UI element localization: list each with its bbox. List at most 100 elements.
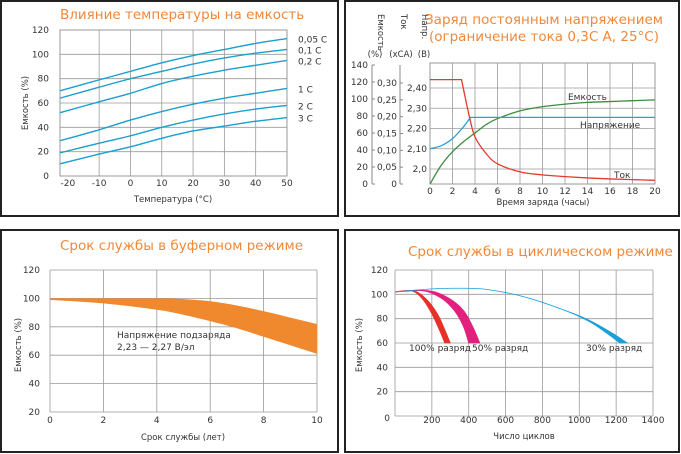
chart1-xtick: 30: [219, 179, 231, 189]
capacity-axis-tick: 60: [357, 129, 369, 139]
chart3-xlabel: Срок службы (лет): [141, 433, 225, 443]
chart2-xtick: 6: [495, 187, 501, 197]
chart4-band: [394, 289, 451, 344]
chart2-xtick: 16: [604, 187, 616, 197]
chart1-ylabel: Емкость (%): [21, 76, 31, 130]
chart2-xtick: 10: [537, 187, 549, 197]
chart2-xtick: 14: [582, 187, 594, 197]
chart1-ytick: 120: [32, 26, 49, 36]
capacity-axis-tick: 0: [362, 180, 368, 190]
current-axis-tick: 0,05: [377, 163, 397, 173]
current-axis-tick: 0,30: [377, 79, 397, 89]
chart1-series-line: [59, 104, 288, 154]
chart3-ytick: 120: [23, 266, 40, 276]
chart2-series-line: [430, 78, 656, 181]
chart2-xtick: 20: [649, 187, 661, 197]
panel-temperature: [0, 0, 339, 217]
current-axis-tick: 0,20: [377, 113, 397, 123]
chart1-ytick: 20: [38, 148, 50, 158]
chart3-ytick: 60: [29, 351, 41, 361]
chart3-annotation-line2: 2,23 — 2,27 В/эл: [117, 343, 195, 353]
current-axis-tick: 0,25: [377, 96, 397, 106]
chart1-xtick: 10: [156, 179, 168, 189]
chart4-xtick: 800: [534, 416, 551, 426]
voltage-axis-tick: 2,10: [407, 145, 427, 155]
capacity-axis-tick: 140: [351, 61, 368, 71]
chart4-ytick: 100: [371, 290, 388, 300]
voltage-axis-tick: 2,30: [407, 104, 427, 114]
chart4-xtick: 1000: [568, 416, 591, 426]
chart2-xtick: 2: [450, 187, 456, 197]
current-axis-tick: 0: [391, 180, 397, 190]
chart2-title-line1: Заряд постоянным напряжением: [425, 12, 663, 28]
chart4-origin-tick: 0: [384, 414, 390, 424]
chart2-xtick: 12: [559, 187, 570, 197]
current-axis-tick: 0,15: [377, 130, 397, 140]
chart1-series-label: 0,1 C: [298, 46, 321, 56]
chart4-xtick: 400: [460, 416, 477, 426]
chart1-series-label: 3 C: [298, 115, 313, 125]
capacity-axis-tick: 120: [351, 78, 368, 88]
axis-current-unit: (хСА): [389, 50, 412, 60]
chart3-xtick: 2: [101, 416, 107, 426]
chart3-ytick: 20: [29, 408, 41, 418]
voltage-axis-tick: 2,40: [407, 84, 427, 94]
voltage-axis-tick: 2,20: [407, 125, 427, 135]
chart1-series-line: [59, 87, 288, 142]
chart2-xtick: 4: [472, 187, 478, 197]
label-30-discharge: 30% разряд: [586, 344, 642, 354]
chart3-xtick: 8: [261, 416, 267, 426]
axis-voltage-label: Напр.: [419, 14, 429, 39]
chart2-title-line2: (ограничение тока 0,3С А, 25°С): [429, 29, 659, 45]
chart4-ylabel: Емкость (%): [355, 318, 365, 372]
chart3-annotation-line1: Напряжение подзаряда: [117, 331, 231, 341]
chart1-ytick: 80: [38, 75, 50, 85]
axis-capacity-unit: (%): [368, 50, 383, 60]
chart1-xtick: 0: [128, 179, 134, 189]
chart1-xlabel: Температура (°C): [133, 195, 212, 205]
chart1-series-line: [59, 59, 288, 114]
chart4-xtick: 200: [423, 416, 440, 426]
label-50-discharge: 50% разряд: [472, 344, 528, 354]
chart4-ytick: 40: [377, 363, 389, 373]
axis-voltage-unit: (В): [418, 50, 430, 60]
chart3-title: Срок службы в буферном режиме: [60, 238, 303, 254]
chart1-series-label: 0,05 C: [298, 36, 327, 46]
chart3-ylabel: Емкость (%): [14, 318, 24, 372]
chart4-xlabel: Число циклов: [493, 432, 554, 442]
chart1-series-line: [59, 37, 288, 92]
chart3-ytick: 100: [23, 294, 40, 304]
chart1-ytick: 100: [32, 50, 49, 60]
chart3-xtick: 4: [154, 416, 160, 426]
chart1-xtick: -20: [60, 179, 75, 189]
chart4-band: [394, 287, 629, 344]
chart4-xtick: 1200: [605, 416, 628, 426]
chart3-band: [50, 298, 317, 354]
axis-current-label: Ток: [398, 13, 408, 30]
capacity-axis-tick: 40: [357, 146, 369, 156]
chart1-ytick: 0: [43, 172, 49, 182]
chart2-xtick: 0: [427, 187, 433, 197]
label-current: Ток: [613, 171, 631, 181]
chart3-xtick: 0: [47, 416, 53, 426]
chart2-series-line: [429, 99, 656, 185]
chart1-xtick: 50: [281, 179, 293, 189]
chart2-series-line: [429, 116, 655, 150]
voltage-axis-tick: 2,0: [413, 165, 428, 175]
chart1-title: Влияние температуры на емкость: [60, 7, 304, 23]
chart4-ytick: 20: [377, 388, 389, 398]
chart1-series-line: [59, 48, 288, 99]
chart2-xlabel: Время заряда (часы): [497, 198, 590, 208]
chart4-xtick: 1400: [642, 416, 665, 426]
chart2-xtick: 8: [517, 187, 523, 197]
chart4-band: [394, 290, 481, 344]
chart1-series-label: 2 C: [298, 102, 313, 112]
capacity-axis-tick: 80: [357, 112, 369, 122]
current-axis-tick: 0,10: [377, 146, 397, 156]
chart4-ytick: 120: [371, 266, 388, 276]
chart4-xtick: 600: [497, 416, 514, 426]
chart2-xtick: 18: [627, 187, 639, 197]
chart3-xtick: 10: [311, 416, 323, 426]
chart1-ytick: 60: [38, 99, 50, 109]
